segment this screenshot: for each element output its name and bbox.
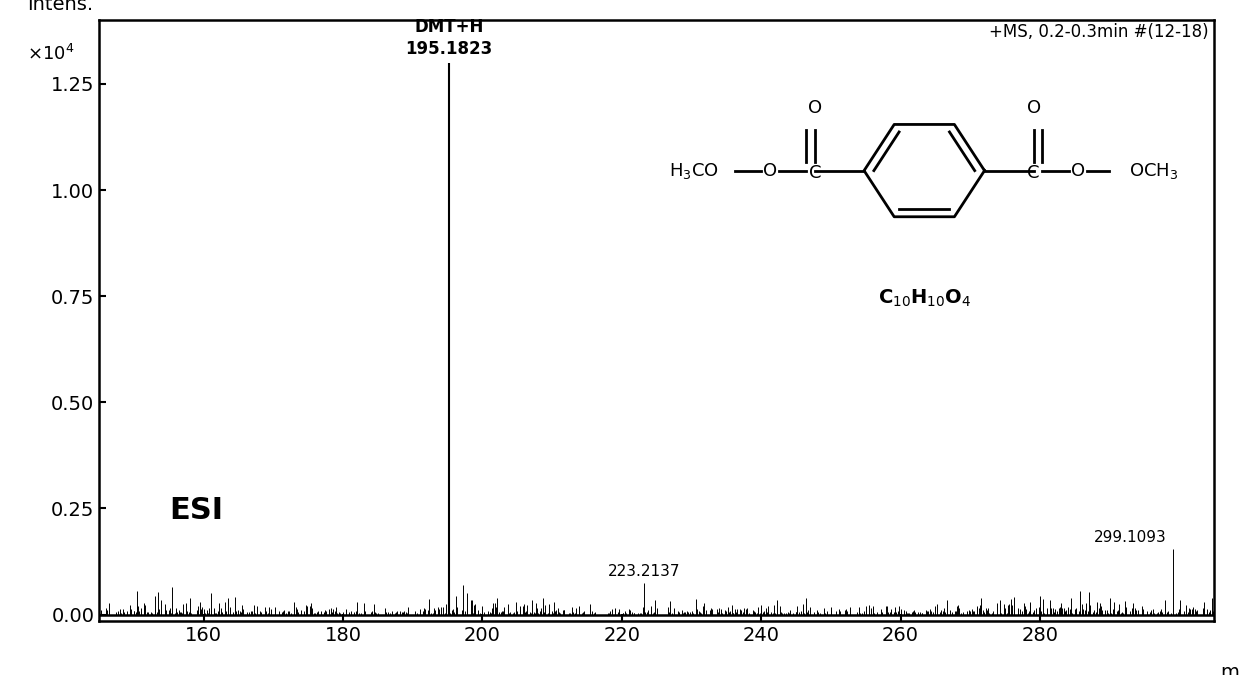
Text: $\times$10$^4$: $\times$10$^4$ [27,45,74,64]
Text: Intens.: Intens. [27,0,93,14]
Text: m/z: m/z [1219,663,1239,675]
Text: 299.1093: 299.1093 [1094,531,1166,545]
Text: 223.2137: 223.2137 [608,564,680,579]
Text: +MS, 0.2-0.3min #(12-18): +MS, 0.2-0.3min #(12-18) [989,23,1208,41]
Text: DMT+H
195.1823: DMT+H 195.1823 [405,18,492,59]
Text: ESI: ESI [169,497,223,525]
